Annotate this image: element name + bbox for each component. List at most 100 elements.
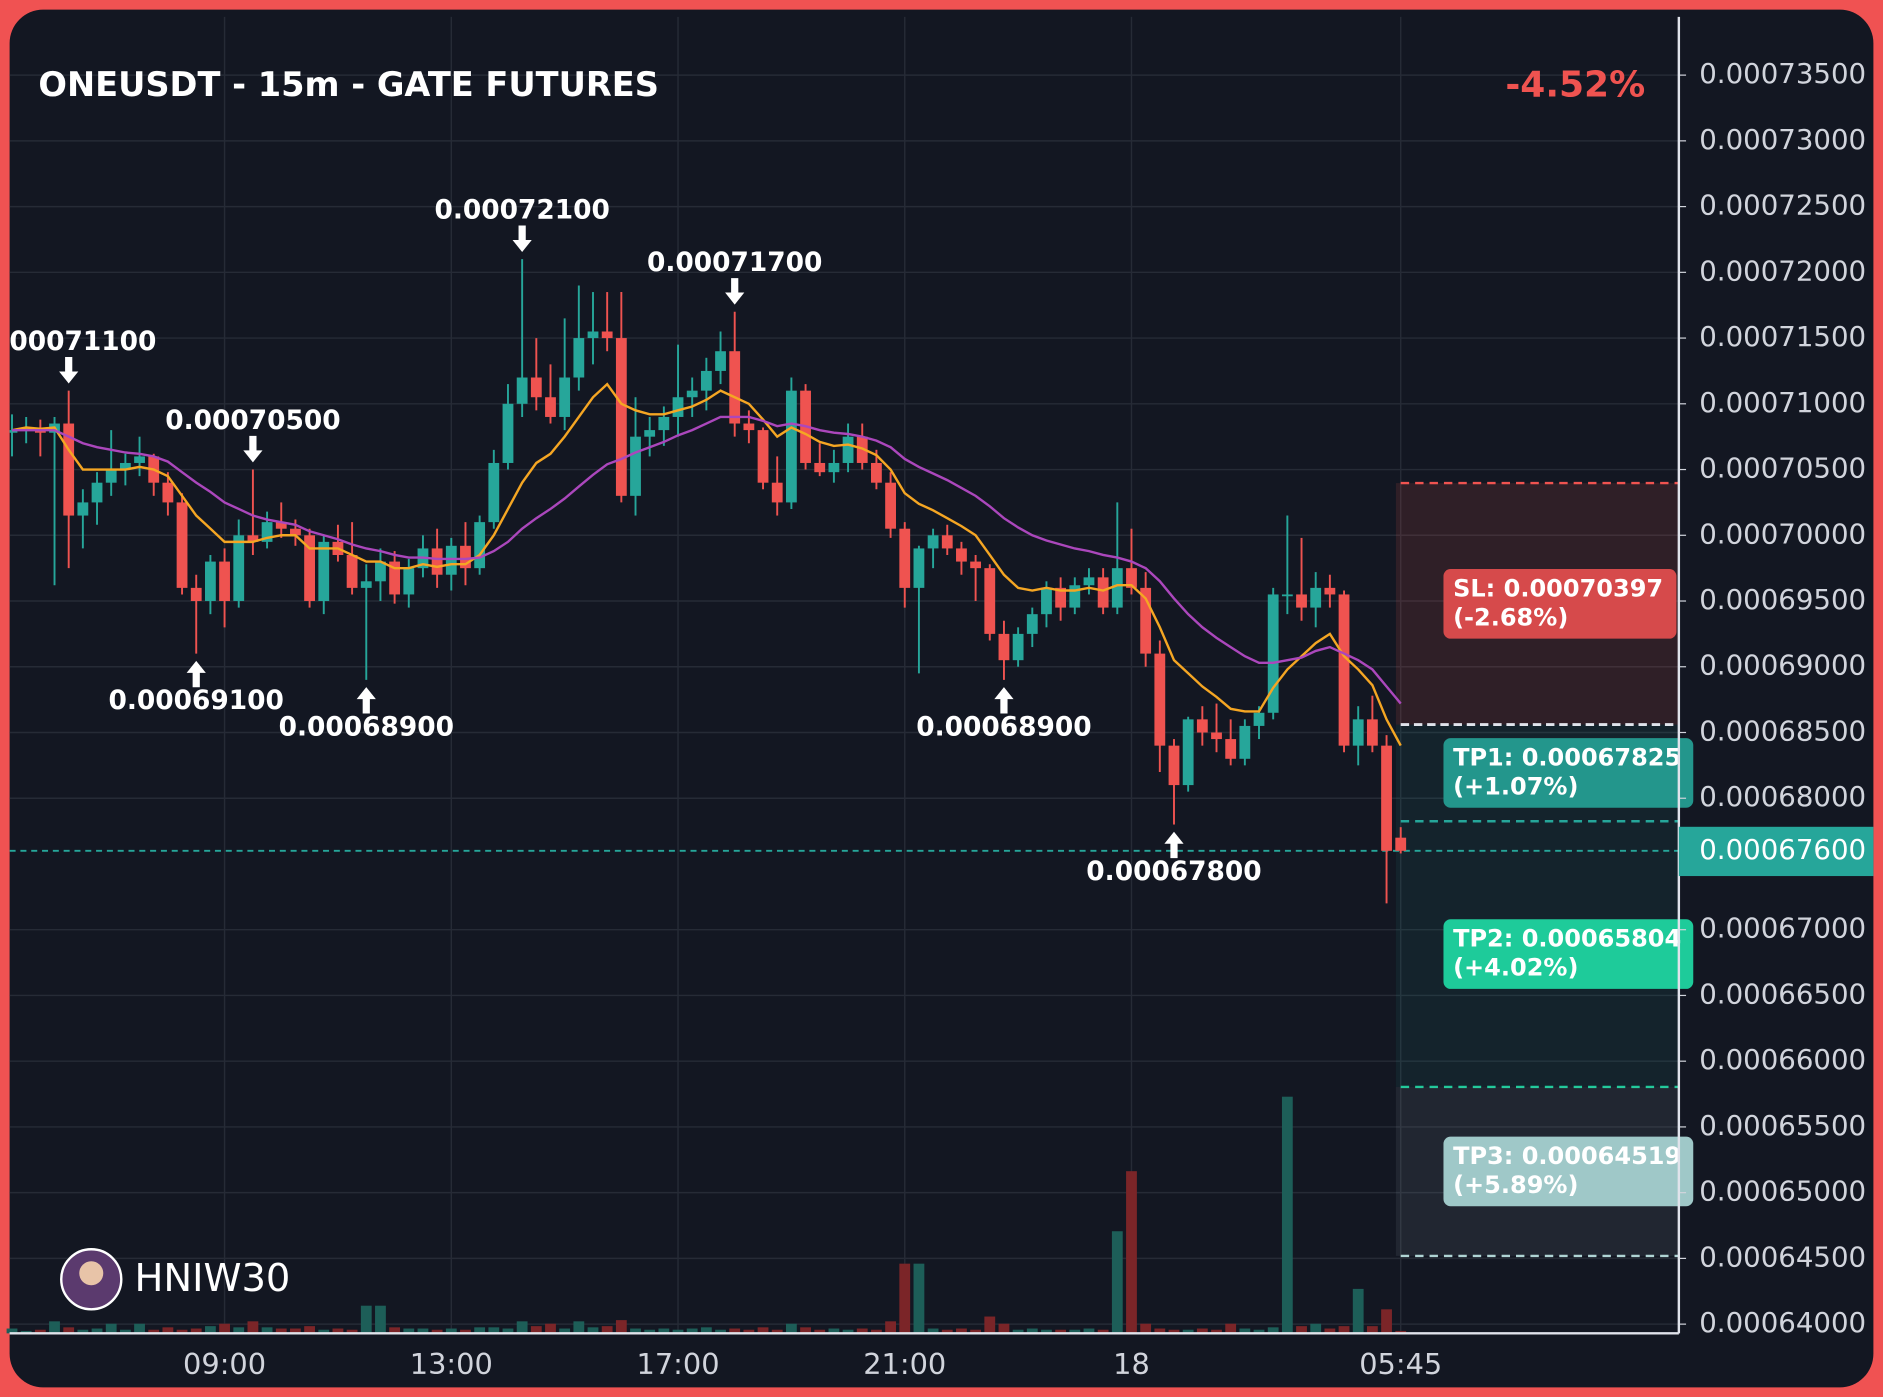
- candle-body: [1097, 577, 1109, 608]
- volume-bar: [6, 1328, 18, 1334]
- y-tick-label: 0.00073000: [1699, 123, 1866, 156]
- level-change: (+5.89%): [1453, 1171, 1578, 1199]
- volume-bar: [290, 1328, 301, 1334]
- volume-bar: [219, 1323, 230, 1334]
- x-tick-label: 09:00: [183, 1347, 266, 1381]
- candle-body: [1182, 719, 1194, 786]
- annotation-label: 0.00071700: [647, 247, 822, 278]
- candle-body: [204, 561, 216, 602]
- candle-body: [20, 427, 32, 431]
- candle-body: [615, 338, 627, 496]
- volume-bar: [672, 1329, 684, 1334]
- candle-body: [1168, 745, 1180, 786]
- candle-body: [672, 397, 684, 417]
- volume-bar: [856, 1328, 868, 1334]
- level-box: [1443, 919, 1694, 989]
- volume-bar: [573, 1321, 585, 1334]
- candle-body: [375, 561, 386, 582]
- candle-body: [715, 351, 726, 371]
- volume-bar: [899, 1263, 911, 1334]
- level-change: (+1.07%): [1453, 772, 1578, 800]
- candle-body: [941, 535, 953, 549]
- candle-body: [530, 377, 542, 398]
- volume-bar: [1026, 1328, 1038, 1334]
- last-price-label: 0.00067600: [1699, 833, 1866, 866]
- volume-bar: [1267, 1327, 1279, 1334]
- candle-body: [1352, 719, 1364, 746]
- volume-bar: [715, 1329, 726, 1334]
- candle-body: [176, 502, 188, 588]
- candle-body: [785, 390, 797, 503]
- volume-bar: [1352, 1288, 1364, 1334]
- annotation-label: 0.00072100: [434, 195, 609, 226]
- y-tick-label: 0.00065000: [1699, 1175, 1866, 1208]
- candle-body: [573, 338, 585, 378]
- annotation-arrow: [59, 357, 79, 384]
- volume-bar: [1168, 1329, 1180, 1334]
- candle-body: [1196, 719, 1208, 733]
- level-box: [1443, 1136, 1694, 1207]
- candle-body: [1041, 587, 1052, 615]
- volume-bar: [700, 1327, 712, 1334]
- candle-body: [700, 370, 712, 391]
- avatar-face: [79, 1261, 104, 1286]
- y-tick-label: 0.00073500: [1699, 57, 1866, 90]
- y-tick-label: 0.00066500: [1699, 977, 1866, 1010]
- volume-bar: [559, 1328, 571, 1334]
- level-label: TP2: 0.00065804: [1453, 925, 1681, 953]
- candle-body: [686, 390, 698, 398]
- volume-bar: [545, 1323, 556, 1334]
- volume-bar: [417, 1328, 429, 1334]
- volume-bar: [204, 1326, 216, 1334]
- y-tick-label: 0.00065500: [1699, 1109, 1866, 1142]
- y-tick-label: 0.00070500: [1699, 452, 1866, 485]
- volume-bar: [1182, 1329, 1194, 1334]
- volume-bar: [686, 1328, 698, 1334]
- volume-bar: [148, 1329, 160, 1334]
- candle-body: [729, 351, 741, 424]
- volume-bar: [1111, 1231, 1123, 1334]
- annotation-arrow: [186, 660, 206, 688]
- x-tick-label: 18: [1113, 1347, 1150, 1381]
- annotations: 0.00071100 0.00069100 0.00070500 0.00068900…: [0, 195, 1262, 887]
- y-tick-label: 0.00069500: [1699, 583, 1866, 616]
- candle-body: [105, 469, 117, 483]
- candle-body: [1253, 712, 1265, 726]
- x-tick-label: 21:00: [863, 1347, 946, 1381]
- candle-body: [1069, 585, 1081, 608]
- annotation-label: 0.00071100: [0, 326, 156, 357]
- volume-bar: [431, 1329, 443, 1334]
- volume-bar: [474, 1327, 486, 1334]
- volume-bar: [190, 1328, 202, 1334]
- candle-body: [970, 561, 982, 569]
- candle-body: [927, 535, 939, 549]
- volume-bar: [998, 1323, 1010, 1334]
- annotation-label: 0.00070500: [165, 405, 340, 436]
- level-label: TP3: 0.00064519: [1453, 1142, 1681, 1170]
- candles: [9, 259, 1407, 904]
- volume: [6, 1096, 1407, 1334]
- candle-body: [630, 436, 641, 496]
- volume-bar: [1069, 1329, 1081, 1334]
- volume-bar: [970, 1329, 982, 1334]
- volume-bar: [1126, 1171, 1137, 1334]
- volume-bar: [1281, 1096, 1293, 1334]
- annotation-arrow: [1164, 831, 1184, 859]
- volume-bar: [1253, 1329, 1265, 1334]
- y-tick-label: 0.00067000: [1699, 912, 1866, 945]
- y-tick-label: 0.00066000: [1699, 1043, 1866, 1076]
- y-tick-label: 0.00068500: [1699, 714, 1866, 747]
- volume-bar: [162, 1327, 174, 1334]
- candle-body: [1012, 633, 1024, 661]
- candle-body: [644, 430, 656, 437]
- x-tick-label: 05:45: [1359, 1347, 1442, 1381]
- candle-body: [1154, 653, 1166, 746]
- volume-bar: [502, 1328, 514, 1334]
- chart-background: [9, 9, 1874, 1388]
- volume-bar: [771, 1329, 783, 1334]
- y-tick-label: 0.00071500: [1699, 320, 1866, 353]
- volume-bar: [1083, 1328, 1095, 1334]
- candle-body: [162, 482, 174, 503]
- candle-body: [885, 482, 896, 529]
- volume-bar: [530, 1326, 542, 1334]
